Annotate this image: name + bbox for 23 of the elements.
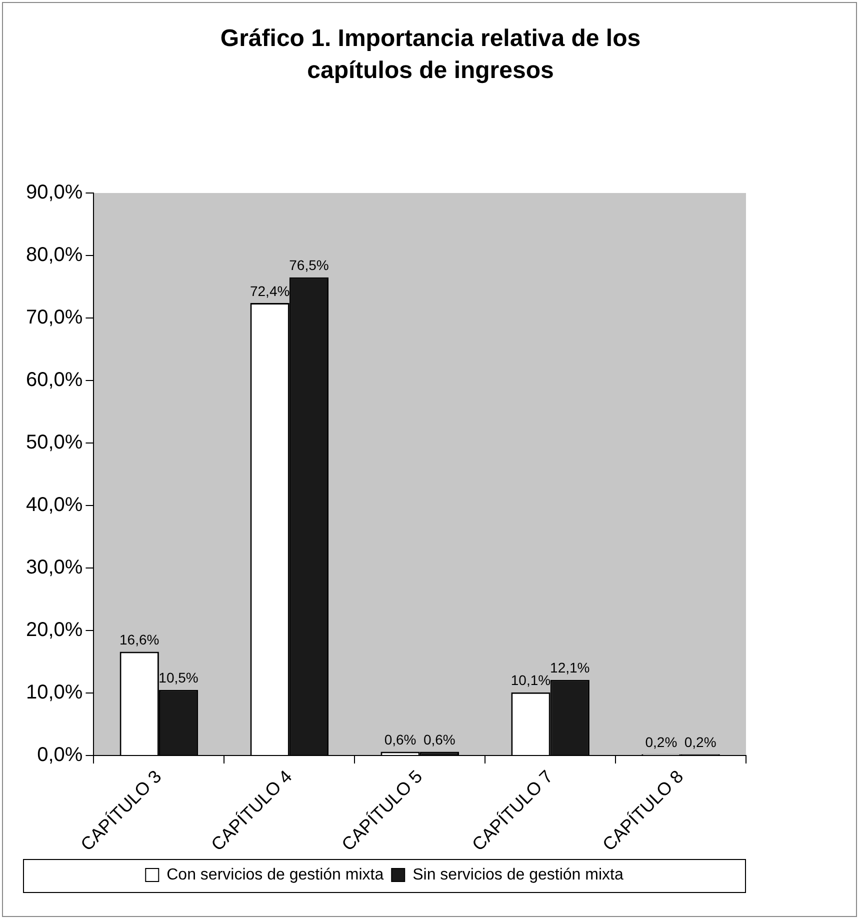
data-label: 16,6% [120, 632, 160, 648]
y-tick-label: 90,0% [26, 182, 83, 204]
legend-label: Sin servicios de gestión mixta [412, 866, 624, 884]
y-tick-label: 80,0% [26, 244, 83, 266]
data-label: 0,2% [684, 734, 716, 750]
data-label: 12,1% [550, 660, 590, 676]
y-tick-label: 0,0% [37, 744, 83, 766]
y-tick-label: 70,0% [26, 306, 83, 329]
y-tick-label: 20,0% [26, 618, 83, 641]
data-label: 0,6% [384, 732, 416, 748]
data-label: 10,1% [510, 672, 551, 688]
legend-label: Con servicios de gestión mixta [166, 866, 384, 884]
data-label: 0,6% [423, 732, 456, 748]
data-label: 76,5% [289, 257, 329, 274]
y-tick-label: 10,0% [26, 681, 83, 704]
y-tick-label: 40,0% [26, 494, 83, 516]
data-label: 0,2% [645, 734, 678, 750]
data-label: 10,5% [158, 670, 198, 686]
y-tick-label: 60,0% [26, 369, 83, 391]
y-tick-label: 30,0% [26, 556, 83, 578]
chart-title: Gráfico 1. Importancia relativa de los capítulos de ingresos [219, 24, 642, 86]
data-label: 72,4% [250, 282, 290, 299]
y-tick-label: 50,0% [26, 432, 83, 454]
